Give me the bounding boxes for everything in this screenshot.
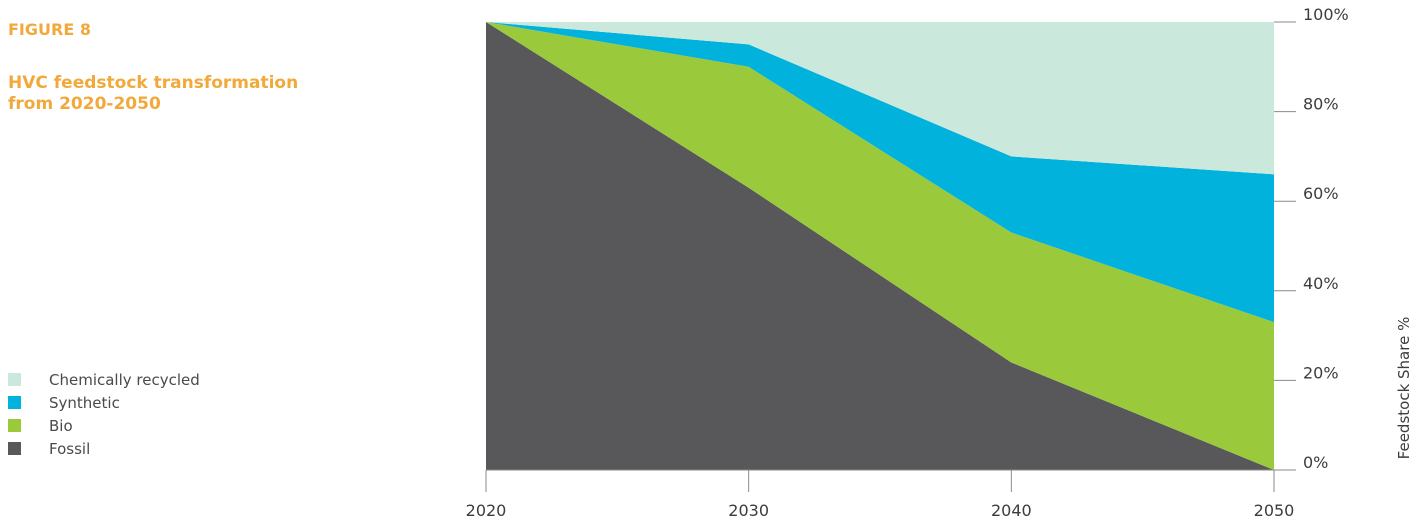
figure-label: FIGURE 8	[8, 20, 91, 39]
legend-label-bio: Bio	[49, 416, 73, 435]
legend-swatch-fossil	[8, 442, 21, 455]
chart-title: HVC feedstock transformation from 2020-2…	[8, 73, 299, 114]
area-layer	[486, 22, 1274, 470]
legend-item-chemically-recycled: Chemically recycled	[8, 368, 200, 391]
y-tick-label: 60%	[1303, 184, 1339, 203]
legend-item-bio: Bio	[8, 414, 200, 437]
y-tick-label: 0%	[1303, 453, 1328, 472]
x-tick-label: 2020	[466, 501, 507, 520]
legend-label-fossil: Fossil	[49, 439, 91, 458]
y-tick-label: 80%	[1303, 95, 1339, 114]
x-tick-label: 2040	[991, 501, 1032, 520]
legend-swatch-synthetic	[8, 396, 21, 409]
x-axis: 2020 2030 2040 2050	[466, 469, 1295, 520]
area-fossil	[486, 22, 1274, 470]
y-axis: 0% 20% 40% 60% 80% 100%	[1274, 5, 1349, 472]
y-axis-title: Feedstock Share %	[1395, 317, 1413, 460]
y-tick-label: 20%	[1303, 363, 1339, 382]
legend-swatch-chemically-recycled	[8, 373, 21, 386]
legend-label-chemically-recycled: Chemically recycled	[49, 370, 200, 389]
area-chemically-recycled	[486, 22, 1274, 175]
y-tick-label: 40%	[1303, 274, 1339, 293]
legend: Chemically recycled Synthetic Bio Fossil	[8, 368, 200, 460]
y-tick-label: 100%	[1303, 5, 1349, 24]
x-tick-label: 2050	[1254, 501, 1295, 520]
legend-swatch-bio	[8, 419, 21, 432]
area-synthetic	[486, 22, 1274, 323]
legend-label-synthetic: Synthetic	[49, 393, 120, 412]
x-tick-label: 2030	[728, 501, 769, 520]
area-bio	[486, 22, 1274, 470]
legend-item-fossil: Fossil	[8, 437, 200, 460]
legend-item-synthetic: Synthetic	[8, 391, 200, 414]
